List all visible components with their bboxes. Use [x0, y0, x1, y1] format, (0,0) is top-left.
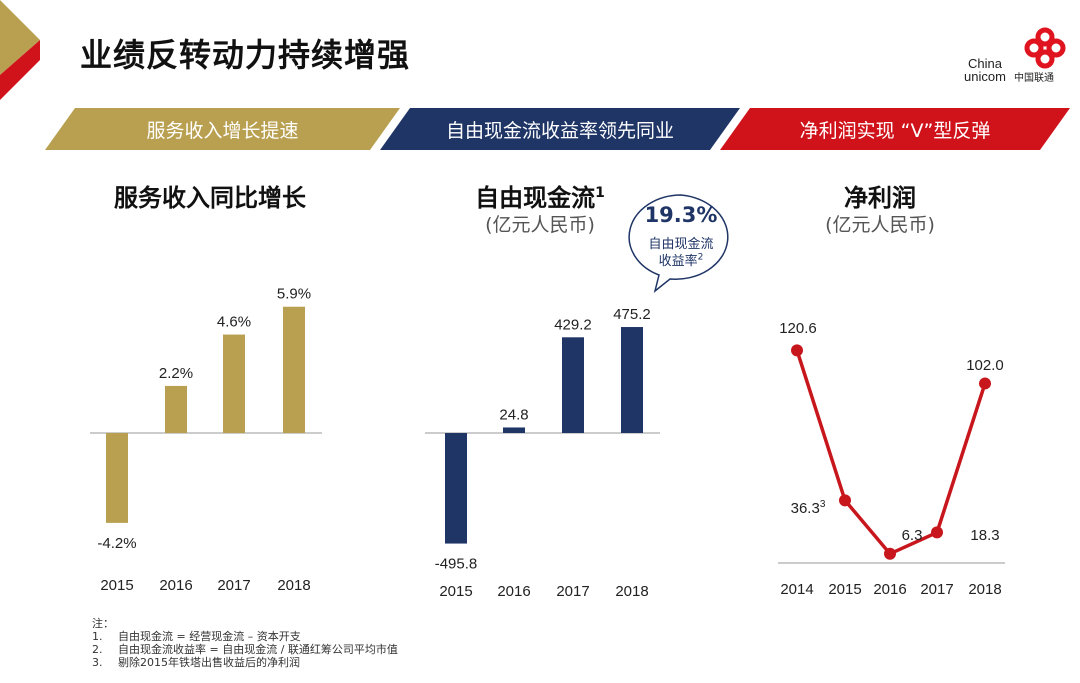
- chart1-bar: [106, 433, 128, 523]
- chart3-point: [931, 526, 943, 539]
- chart3-tick-label: 2018: [968, 581, 1001, 598]
- note-num: 1.: [92, 630, 103, 643]
- chart3-point: [979, 377, 991, 390]
- note-2: 2. 自由现金流收益率 = 自由现金流 / 联通红筹公司平均市值: [92, 643, 398, 656]
- chart3-subtitle: (亿元人民币): [825, 214, 935, 236]
- china-unicom-logo: China unicom 中国联通: [950, 25, 1075, 85]
- note-3: 3. 剔除2015年铁塔出售收益后的净利润: [92, 656, 398, 669]
- chart3-data-label: 18.3: [970, 527, 999, 544]
- chart3-point: [791, 344, 803, 357]
- chart3-tick-label: 2014: [780, 581, 813, 598]
- chart2-data-label: 475.2: [613, 306, 651, 323]
- chart2-title-sup: 1: [595, 185, 605, 201]
- chart3-point: [839, 494, 851, 507]
- chart3-label-sup: 3: [820, 499, 826, 510]
- banner-service-revenue: 服务收入增长提速: [146, 119, 299, 142]
- chart3-title: 净利润: [844, 184, 916, 212]
- chart1-bar: [165, 385, 187, 433]
- note-text: 自由现金流 = 经营现金流 – 资本开支: [118, 630, 301, 643]
- chart3-data-label: 102.0: [966, 357, 1004, 374]
- page-title: 业绩反转动力持续增强: [80, 36, 411, 74]
- chart1-title: 服务收入同比增长: [114, 184, 306, 212]
- chart2-data-label: 24.8: [499, 406, 528, 423]
- chart3-data-label: 6.3: [902, 527, 923, 544]
- chart3-tick-label: 2015: [828, 581, 861, 598]
- chart1-data-label: 2.2%: [159, 365, 193, 382]
- note-text: 剔除2015年铁塔出售收益后的净利润: [118, 656, 300, 669]
- chart1-tick-label: 2017: [217, 577, 250, 594]
- bubble-label2: 收益率2: [625, 250, 737, 269]
- chart3-tick-label: 2017: [920, 581, 953, 598]
- fcf-yield-bubble: 19.3% 自由现金流 收益率2: [625, 193, 737, 293]
- chart2-data-label: 429.2: [554, 316, 592, 333]
- chart2-tick-label: 2016: [497, 583, 530, 600]
- notes-heading: 注：: [92, 617, 114, 630]
- banner-backgrounds: [45, 108, 1070, 150]
- bubble-value: 19.3%: [644, 203, 718, 227]
- chart1-tick-label: 2016: [159, 577, 192, 594]
- chart2-tick-label: 2018: [615, 583, 648, 600]
- bubble-label1: 自由现金流: [648, 237, 714, 252]
- banner-free-cash-flow: 自由现金流收益率领先同业: [445, 119, 674, 142]
- bubble-label2-text: 收益率: [658, 254, 698, 269]
- svg-text:unicom: unicom: [964, 69, 1006, 84]
- chart2-title: 自由现金流1: [430, 178, 650, 213]
- note-num: 3.: [92, 656, 103, 669]
- svg-text:中国联通: 中国联通: [1014, 71, 1054, 84]
- chart2-tick-label: 2015: [439, 583, 472, 600]
- note-text: 自由现金流收益率 = 自由现金流 / 联通红筹公司平均市值: [118, 643, 398, 656]
- chart1-tick-label: 2015: [100, 577, 133, 594]
- chart3-tick-label: 2016: [873, 581, 906, 598]
- chart3-line: [795, 349, 987, 556]
- chart1-data-label: 4.6%: [217, 314, 251, 331]
- banner-net-profit: 净利润实现 “V”型反弹: [799, 119, 991, 142]
- note-num: 2.: [92, 643, 103, 656]
- chart3-data-label: 36.33: [791, 499, 826, 517]
- svg-text:China: China: [968, 56, 1003, 71]
- chart1-data-label: 5.9%: [277, 286, 311, 303]
- chart2-bar: [562, 337, 584, 433]
- bubble-sup: 2: [697, 252, 704, 263]
- chart1-bar: [223, 334, 245, 433]
- footnotes: 注： 1. 自由现金流 = 经营现金流 – 资本开支 2. 自由现金流收益率 = 自…: [92, 617, 398, 669]
- chart1-bar: [283, 306, 305, 433]
- chart1-tick-label: 2018: [277, 577, 310, 594]
- chart2-bar: [621, 327, 643, 433]
- chart2-tick-label: 2017: [556, 583, 589, 600]
- chart3-point: [884, 547, 896, 560]
- chart2-title-text: 自由现金流: [475, 184, 596, 212]
- note-1: 1. 自由现金流 = 经营现金流 – 资本开支: [92, 630, 398, 643]
- chart2-subtitle: (亿元人民币): [485, 214, 595, 236]
- chart2-bar: [503, 427, 525, 433]
- chart2-data-label: -495.8: [435, 556, 478, 573]
- corner-decoration: [0, 0, 40, 100]
- chart3-data-label: 120.6: [779, 320, 817, 337]
- chart1-data-label: -4.2%: [97, 535, 136, 552]
- chart2-bar: [445, 433, 467, 544]
